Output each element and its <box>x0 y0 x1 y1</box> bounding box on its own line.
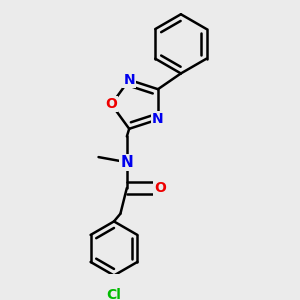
Text: O: O <box>154 181 166 195</box>
Text: O: O <box>106 97 117 111</box>
Text: N: N <box>121 155 133 170</box>
Text: Cl: Cl <box>106 288 122 300</box>
Text: N: N <box>123 73 135 87</box>
Text: N: N <box>152 112 164 127</box>
